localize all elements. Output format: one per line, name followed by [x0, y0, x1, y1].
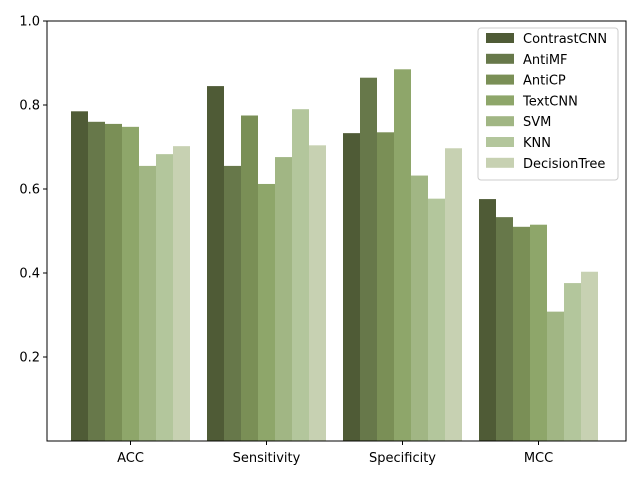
- legend-label-textcnn: TextCNN: [522, 94, 578, 109]
- bar-decisiontree-acc: [173, 146, 190, 441]
- bar-decisiontree-sensitivity: [309, 145, 326, 441]
- bar-contrastcnn-acc: [71, 111, 88, 442]
- bar-anticp-specificity: [377, 132, 394, 442]
- legend-swatch-svm: [486, 116, 514, 127]
- bar-anticp-acc: [105, 123, 122, 442]
- x-tick-label-sensitivity: Sensitivity: [233, 451, 301, 466]
- bar-svm-acc: [139, 165, 156, 441]
- bar-antimf-sensitivity: [224, 165, 241, 441]
- x-tick-label-specificity: Specificity: [369, 451, 436, 466]
- bar-textcnn-sensitivity: [258, 183, 275, 441]
- legend-swatch-decisiontree: [486, 157, 514, 168]
- legend: ContrastCNN AntiMF AntiCP TextCNN SVM KNN Deci…: [477, 27, 619, 181]
- bar-knn-acc: [156, 154, 173, 441]
- y-tick-label: 1.0: [19, 15, 40, 30]
- bar-contrastcnn-mcc: [479, 199, 496, 441]
- legend-label-svm: SVM: [523, 115, 551, 130]
- plot-frame: [46, 20, 627, 442]
- bar-textcnn-acc: [122, 126, 139, 441]
- bar-textcnn-mcc: [530, 224, 547, 441]
- bar-contrastcnn-specificity: [343, 133, 360, 441]
- legend-swatch-antimf: [486, 53, 514, 64]
- legend-label-decisiontree: DecisionTree: [523, 157, 605, 172]
- bar-knn-sensitivity: [292, 109, 309, 441]
- bar-knn-specificity: [428, 198, 445, 441]
- bar-svm-mcc: [547, 311, 564, 441]
- legend-swatch-textcnn: [486, 95, 514, 106]
- legend-swatch-anticp: [486, 74, 514, 85]
- bar-knn-mcc: [564, 283, 581, 441]
- legend-swatch-contrastcnn: [486, 33, 514, 43]
- bar-svm-specificity: [411, 175, 428, 441]
- legend-label-knn: KNN: [523, 136, 551, 151]
- bar-svm-sensitivity: [275, 157, 292, 441]
- y-tick-label: 0.6: [19, 183, 40, 198]
- legend-label-contrastcnn: ContrastCNN: [523, 32, 607, 47]
- x-tick-label-acc: ACC: [117, 451, 144, 466]
- bar-decisiontree-specificity: [445, 148, 462, 441]
- bar-antimf-acc: [88, 121, 105, 442]
- bar-contrastcnn-sensitivity: [207, 86, 224, 441]
- x-tick-label-mcc: MCC: [524, 451, 553, 466]
- x-axis-ticks: ACC Sensitivity Specificity MCC: [117, 441, 553, 466]
- bar-anticp-mcc: [513, 226, 530, 441]
- y-tick-label: 0.2: [19, 351, 40, 366]
- y-tick-label: 0.8: [19, 99, 40, 114]
- bars-group: [71, 69, 598, 442]
- bar-antimf-specificity: [360, 77, 377, 441]
- axes-group: [46, 20, 627, 442]
- y-tick-label: 0.4: [19, 267, 40, 282]
- legend-swatch-knn: [486, 137, 514, 147]
- bar-anticp-sensitivity: [241, 115, 258, 441]
- bar-decisiontree-mcc: [581, 271, 598, 441]
- y-axis-ticks: 0.2 0.4 0.6 0.8 1.0: [19, 15, 47, 366]
- legend-label-anticp: AntiCP: [523, 74, 566, 89]
- legend-label-antimf: AntiMF: [523, 53, 568, 68]
- bar-antimf-mcc: [496, 217, 513, 441]
- bar-textcnn-specificity: [394, 69, 411, 442]
